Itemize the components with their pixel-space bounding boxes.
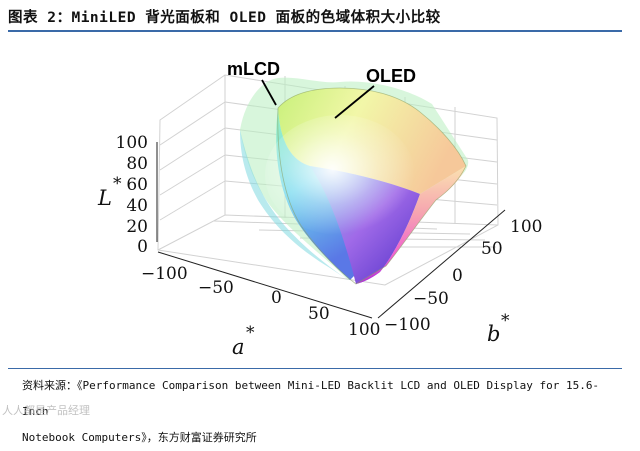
- oled-gamut-volume: [265, 87, 467, 285]
- b-axis-label-sup: *: [501, 311, 510, 331]
- oled-pointer: [334, 85, 375, 119]
- oled-label: OLED: [366, 66, 416, 86]
- source-line-2: Notebook Computers》，东方财富证券研究所: [22, 431, 257, 444]
- figure-title: 图表 2：MiniLED 背光面板和 OLED 面板的色域体积大小比较: [8, 10, 441, 26]
- b-axis-label: b: [487, 322, 500, 346]
- source-rule: [8, 368, 622, 369]
- a-tick: 0: [271, 288, 282, 308]
- watermark: 人人都是产品经理: [2, 404, 90, 417]
- b-tick: −100: [384, 315, 431, 335]
- l-axis-label: L: [97, 186, 112, 210]
- a-axis-label-sup: *: [246, 323, 255, 343]
- a-tick: 100: [348, 320, 380, 340]
- l-tick: 40: [126, 196, 148, 216]
- source-note: 资料来源：《Performance Comparison between Min…: [22, 373, 622, 451]
- a-tick: 50: [308, 304, 330, 324]
- a-axis-label: a: [232, 335, 245, 359]
- a-tick: −100: [141, 264, 188, 284]
- l-tick: 0: [137, 237, 148, 257]
- l-tick: 60: [126, 175, 148, 195]
- l-axis-label-sup: *: [113, 174, 122, 194]
- a-axis: −100 −50 0 50 100 a *: [141, 251, 380, 359]
- a-tick: −50: [198, 278, 234, 298]
- l-tick: 80: [126, 154, 148, 174]
- l-tick: 100: [116, 133, 148, 153]
- mlcd-pointer: [261, 79, 277, 106]
- b-tick: 100: [510, 217, 542, 237]
- gamut-volume-diagram: mLCD OLED 100 80 60 40 20 0 L * −100 −50…: [97, 59, 542, 359]
- l-tick: 20: [126, 217, 148, 237]
- b-tick: −50: [413, 289, 449, 309]
- title-rule: [8, 30, 622, 32]
- b-tick: 0: [452, 266, 463, 286]
- b-tick: 50: [481, 239, 503, 259]
- b-axis: −100 −50 0 50 100 b *: [377, 209, 542, 346]
- mlcd-label: mLCD: [227, 59, 280, 79]
- l-axis: 100 80 60 40 20 0 L *: [97, 133, 158, 257]
- source-line-1: 资料来源：《Performance Comparison between Min…: [22, 379, 600, 418]
